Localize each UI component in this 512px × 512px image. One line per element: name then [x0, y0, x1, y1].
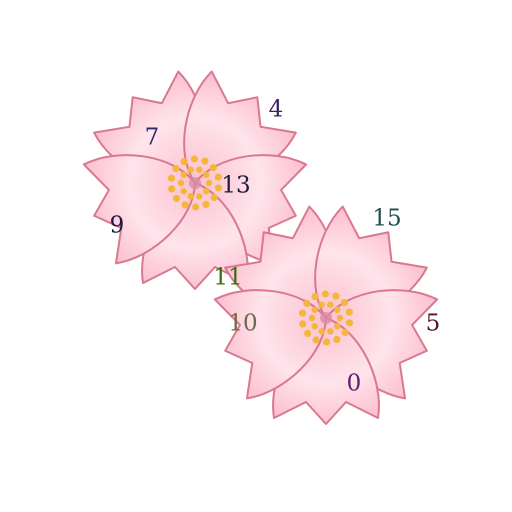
stamen-dot — [172, 164, 180, 173]
stamen-cluster — [298, 290, 354, 346]
stamen-dot — [187, 166, 194, 173]
stamen-dot — [311, 323, 318, 330]
stamen-dot — [345, 319, 354, 327]
stamen-dot — [334, 306, 341, 313]
stamen-dot — [311, 306, 318, 313]
flower-bottom-right[interactable] — [207, 200, 445, 425]
stamen-dot — [177, 179, 185, 187]
stamen-dot — [173, 194, 181, 202]
stamen-dot — [201, 157, 209, 165]
stamen-dot — [321, 290, 329, 298]
stamen-dot — [209, 164, 217, 172]
flower-center — [320, 312, 332, 324]
stamen-dot — [332, 292, 340, 300]
stamen-dot — [318, 328, 325, 335]
stamen-dot — [210, 193, 218, 202]
flower-center — [189, 177, 201, 189]
number-7: 7 — [144, 124, 160, 151]
number-11: 11 — [213, 264, 243, 291]
stamen-dot — [180, 158, 188, 166]
flower-top-left[interactable] — [76, 65, 314, 290]
number-10: 10 — [228, 310, 258, 337]
stamen-dot — [299, 320, 307, 328]
stamen-dot — [202, 200, 210, 208]
number-5: 5 — [425, 310, 441, 337]
stamen-dot — [323, 338, 331, 346]
stamen-dot — [327, 301, 334, 308]
stamen-dot — [214, 184, 223, 192]
stamen-dot — [196, 193, 203, 200]
stamen-dot — [334, 323, 341, 330]
stamen-dot — [311, 293, 319, 301]
stamen-dot — [181, 201, 189, 209]
stamen-dot — [203, 188, 210, 195]
stamen-dot — [214, 173, 222, 181]
stamen-dot — [203, 171, 210, 178]
stamen-dot — [304, 329, 312, 337]
stamen-dot — [187, 193, 194, 200]
stamen-dot — [327, 328, 334, 335]
stamen-dot — [180, 171, 187, 178]
stamen-dot — [303, 299, 311, 308]
stamen-dot — [345, 308, 353, 316]
stamen-dot — [180, 188, 187, 195]
number-4: 4 — [268, 96, 284, 123]
stamen-cluster — [167, 155, 223, 211]
number-13: 13 — [221, 172, 251, 199]
stamen-dot — [167, 174, 176, 182]
stamen-dot — [168, 185, 176, 193]
stamen-dot — [318, 301, 325, 308]
stamen-dot — [336, 314, 344, 322]
number-0: 0 — [346, 370, 362, 397]
stamen-dot — [298, 309, 307, 317]
number-9: 9 — [109, 212, 125, 239]
stamen-dot — [196, 166, 203, 173]
stamen-dot — [341, 328, 349, 337]
stamen-dot — [190, 155, 198, 163]
stamen-dot — [192, 203, 200, 211]
stamen-dot — [308, 314, 316, 322]
number-15: 15 — [372, 205, 402, 232]
stamen-dot — [205, 179, 213, 187]
stamen-dot — [340, 299, 348, 307]
stamen-dot — [312, 336, 320, 344]
stamen-dot — [333, 335, 341, 343]
